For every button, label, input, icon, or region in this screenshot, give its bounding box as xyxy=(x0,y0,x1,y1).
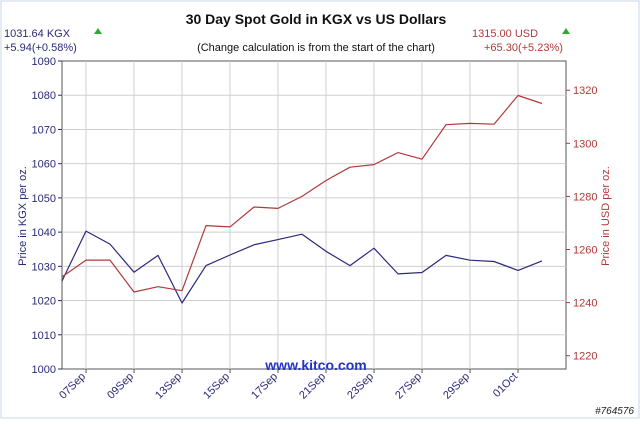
y-left-tick-label: 1070 xyxy=(32,124,56,136)
series-line-usd xyxy=(61,94,543,293)
series xyxy=(61,94,543,304)
series-line-kgx xyxy=(61,230,543,304)
y-left-tick-label: 1030 xyxy=(32,261,56,273)
left-up-arrow-icon xyxy=(94,28,102,34)
right-axis: 1220 1240 1260 1280 1300 1320 xyxy=(566,85,597,363)
y-right-tick-label: 1220 xyxy=(573,351,597,363)
image-id: #764576 xyxy=(595,406,634,417)
chart-title: 30 Day Spot Gold in KGX vs US Dollars xyxy=(186,11,447,27)
y-left-tick-label: 1000 xyxy=(32,364,56,376)
y-left-tick-label: 1020 xyxy=(32,296,56,308)
y-left-tick-label: 1080 xyxy=(32,90,56,102)
left-change: +5.94(+0.58%) xyxy=(4,42,77,54)
plot-area xyxy=(61,60,567,370)
y-left-tick-label: 1050 xyxy=(32,193,56,205)
right-change: +65.30(+5.23%) xyxy=(484,42,563,54)
y-right-tick-label: 1300 xyxy=(573,138,597,150)
left-price: 1031.64 KGX xyxy=(4,28,71,40)
y-right-tick-label: 1260 xyxy=(573,245,597,257)
y-right-tick-label: 1280 xyxy=(573,191,597,203)
y-left-tick-label: 1010 xyxy=(32,330,56,342)
y-axis-right-label: Price in USD per oz. xyxy=(600,166,612,266)
left-axis: 1000 1010 1020 1030 1040 1050 1060 1070 1080 1090 xyxy=(32,56,62,376)
y-right-tick-label: 1240 xyxy=(573,298,597,310)
y-left-tick-label: 1090 xyxy=(32,56,56,68)
y-left-tick-label: 1040 xyxy=(32,227,56,239)
y-left-tick-label: 1060 xyxy=(32,159,56,171)
right-up-arrow-icon xyxy=(562,28,570,34)
grid xyxy=(62,61,566,369)
y-right-tick-label: 1320 xyxy=(573,85,597,97)
watermark: www.kitco.com xyxy=(264,357,366,373)
chart-subtitle: (Change calculation is from the start of… xyxy=(197,42,435,54)
y-axis-left-label: Price in KGX per oz. xyxy=(17,166,29,266)
right-price: 1315.00 USD xyxy=(472,28,538,40)
